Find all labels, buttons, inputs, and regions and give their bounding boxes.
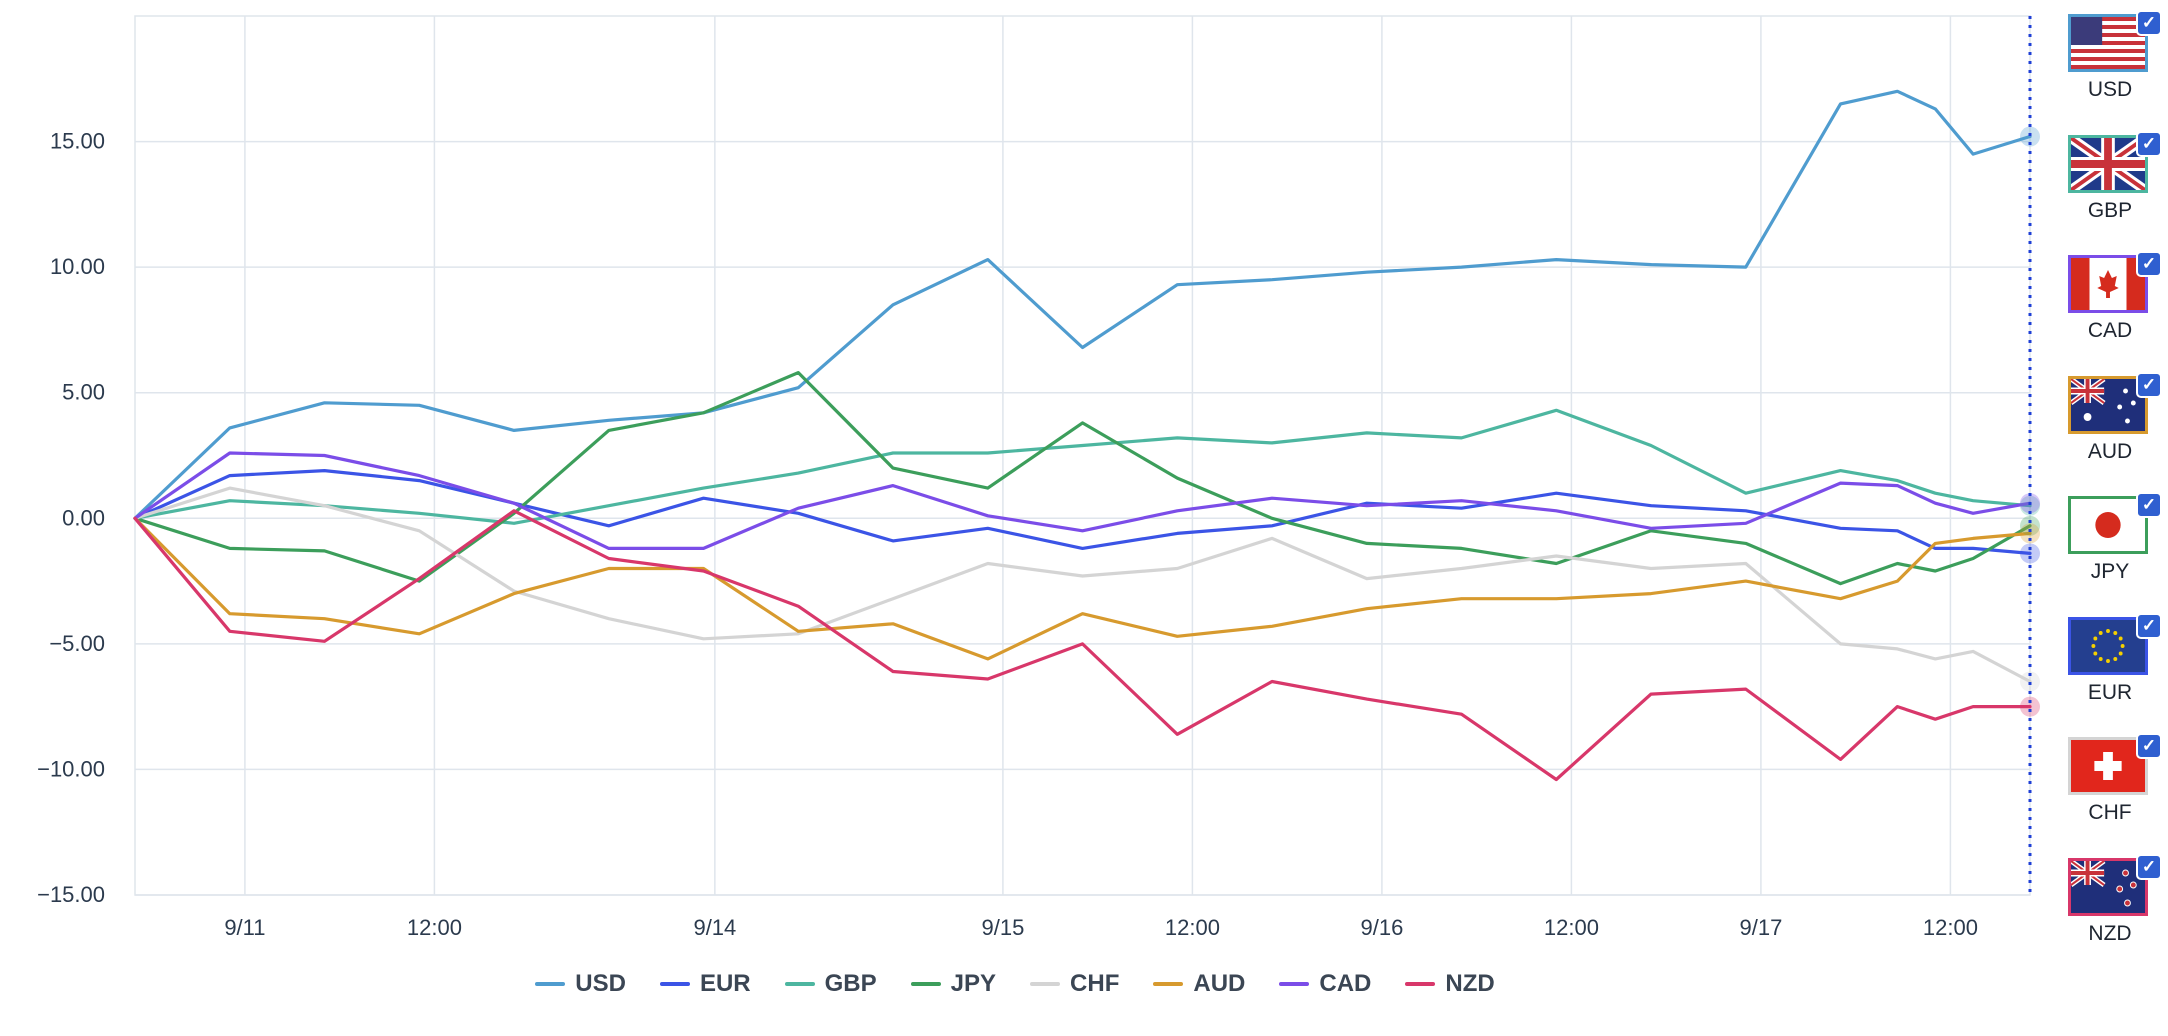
legend-swatch — [1153, 982, 1184, 986]
x-tick-label: 9/15 — [981, 915, 1024, 940]
x-tick-label: 12:00 — [1544, 915, 1599, 940]
series-end-marker-usd — [2020, 126, 2040, 147]
checkbox-checked-icon[interactable]: ✓ — [2136, 612, 2162, 639]
currency-code-label: NZD — [2088, 921, 2132, 945]
currency-toggle-aud[interactable]: ✓ AUD — [2060, 371, 2162, 496]
australia-flag-icon — [2068, 375, 2148, 434]
x-tick-label: 12:00 — [407, 915, 462, 940]
series-end-marker-gbp — [2020, 495, 2040, 516]
legend-item-gbp[interactable]: GBP — [784, 970, 877, 998]
x-tick-label: 9/16 — [1360, 915, 1403, 940]
currency-toggle-usd[interactable]: ✓ USD — [2060, 10, 2162, 134]
currency-code-label: CAD — [2087, 319, 2133, 342]
series-end-marker-chf — [2020, 671, 2040, 692]
series-line-aud[interactable] — [133, 516, 2032, 661]
x-tick-label: 12:00 — [1923, 915, 1978, 940]
currency-code-label: GBP — [2087, 198, 2133, 222]
y-tick-label: 0.00 — [62, 505, 105, 530]
legend-label: USD — [575, 970, 626, 997]
currency-code-label: EUR — [2087, 680, 2133, 704]
y-tick-label: −5.00 — [49, 631, 105, 656]
legend-swatch — [910, 982, 941, 986]
plot-area — [134, 15, 2031, 896]
legend-label: JPY — [950, 970, 997, 997]
legend-item-eur[interactable]: EUR — [659, 970, 751, 998]
series-line-cad[interactable] — [133, 451, 2032, 551]
checkbox-checked-icon[interactable]: ✓ — [2136, 10, 2162, 36]
currency-code-label: JPY — [2090, 560, 2130, 583]
switzerland-flag-icon — [2068, 737, 2148, 795]
y-tick-label: −15.00 — [37, 882, 105, 907]
legend-label: CHF — [1070, 970, 1120, 997]
x-tick-label: 9/17 — [1739, 915, 1782, 940]
eu-flag-icon — [2068, 616, 2148, 675]
legend-item-cad[interactable]: CAD — [1279, 970, 1371, 998]
chart-legend: USD EUR GBP JPY CHF AUD CAD NZD — [0, 970, 2030, 998]
legend-label: EUR — [699, 970, 751, 997]
legend-swatch — [659, 982, 690, 986]
y-tick-label: 10.00 — [50, 254, 105, 279]
series-end-marker-nzd — [2020, 696, 2040, 717]
legend-swatch — [535, 982, 566, 986]
series-line-gbp[interactable] — [133, 408, 2032, 525]
x-tick-label: 9/14 — [693, 915, 736, 940]
currency-toggle-gbp[interactable]: ✓ GBP — [2060, 130, 2162, 255]
y-tick-label: 5.00 — [62, 380, 105, 405]
series-end-marker-aud — [2020, 523, 2040, 544]
series-end-marker-jpy — [2020, 515, 2040, 536]
series-line-nzd[interactable] — [133, 509, 2032, 782]
legend-label: CAD — [1319, 970, 1372, 997]
x-tick-label: 9/11 — [224, 915, 265, 940]
currency-toggle-eur[interactable]: ✓ EUR — [2060, 612, 2162, 737]
series-line-chf[interactable] — [133, 486, 2032, 684]
series-line-jpy[interactable] — [133, 371, 2032, 586]
currency-toggle-nzd[interactable]: ✓ NZD — [2060, 853, 2162, 978]
legend-item-aud[interactable]: AUD — [1153, 970, 1245, 998]
currency-toggle-jpy[interactable]: ✓ JPY — [2060, 492, 2162, 616]
new-zealand-flag-icon — [2068, 857, 2148, 916]
series-end-marker-eur — [2020, 543, 2040, 564]
legend-swatch — [784, 982, 815, 986]
series-line-eur[interactable] — [133, 469, 2032, 556]
currency-toggle-cad[interactable]: ✓ CAD — [2060, 251, 2162, 375]
legend-label: GBP — [824, 970, 877, 997]
legend-label: AUD — [1193, 970, 1246, 997]
currency-code-label: AUD — [2087, 439, 2133, 463]
y-tick-label: −10.00 — [37, 756, 105, 781]
legend-item-nzd[interactable]: NZD — [1405, 970, 1495, 998]
checkbox-checked-icon[interactable]: ✓ — [2136, 251, 2162, 277]
currency-code-label: USD — [2087, 78, 2133, 101]
legend-item-chf[interactable]: CHF — [1030, 970, 1119, 998]
legend-item-usd[interactable]: USD — [535, 970, 626, 998]
legend-item-jpy[interactable]: JPY — [910, 970, 997, 998]
checkbox-checked-icon[interactable]: ✓ — [2136, 492, 2162, 518]
japan-flag-icon — [2068, 496, 2148, 554]
legend-swatch — [1030, 982, 1061, 986]
y-tick-label: 15.00 — [50, 129, 105, 154]
checkbox-checked-icon[interactable]: ✓ — [2136, 130, 2162, 157]
currency-code-label: CHF — [2088, 801, 2132, 824]
checkbox-checked-icon[interactable]: ✓ — [2136, 733, 2162, 759]
us-flag-icon — [2068, 14, 2148, 72]
checkbox-checked-icon[interactable]: ✓ — [2136, 853, 2162, 880]
checkbox-checked-icon[interactable]: ✓ — [2136, 371, 2162, 398]
series-line-usd[interactable] — [133, 89, 2032, 520]
legend-label: NZD — [1445, 970, 1495, 997]
currency-toggle-chf[interactable]: ✓ CHF — [2060, 733, 2162, 857]
legend-swatch — [1405, 982, 1436, 986]
x-tick-label: 12:00 — [1165, 915, 1220, 940]
legend-swatch — [1279, 982, 1310, 986]
